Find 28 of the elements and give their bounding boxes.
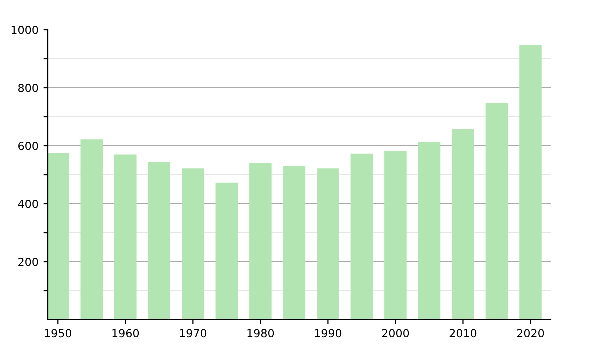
bar [452, 129, 474, 320]
bar [48, 153, 70, 320]
bar [182, 168, 204, 320]
bar [520, 45, 542, 320]
bar [283, 166, 306, 320]
x-tick-label: 1980 [248, 329, 274, 338]
x-tick-label: 2020 [517, 329, 544, 338]
x-tick-label: 1950 [45, 329, 72, 338]
x-tick-label: 1960 [112, 329, 140, 338]
bar [216, 182, 238, 320]
y-tick-label: 600 [18, 142, 38, 150]
bar [384, 151, 407, 320]
y-tick-label: 1000 [12, 26, 38, 34]
bar [114, 154, 137, 320]
bar [250, 163, 272, 320]
bar [80, 140, 104, 320]
bar [418, 142, 441, 320]
bar [317, 168, 340, 320]
bar [350, 154, 374, 320]
bar [486, 103, 508, 320]
x-tick-label: 2010 [450, 329, 477, 338]
x-tick-label: 1990 [315, 329, 342, 338]
y-tick-label: 400 [18, 200, 38, 208]
x-tick-label: 1970 [180, 329, 207, 338]
x-tick-label: 2000 [382, 329, 410, 338]
bar [148, 162, 171, 320]
y-tick-label: 200 [18, 258, 38, 266]
y-tick-label: 800 [18, 84, 38, 92]
